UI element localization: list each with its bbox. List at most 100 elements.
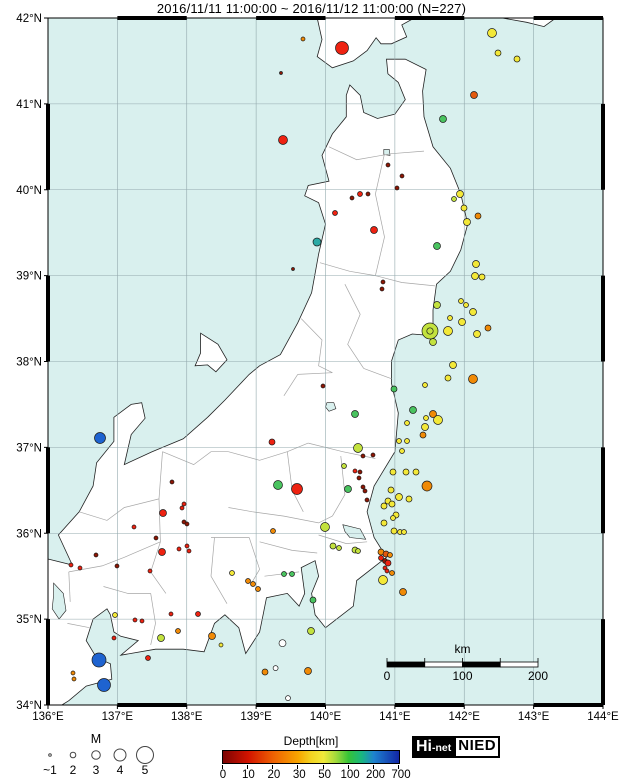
quake-marker	[451, 196, 457, 202]
prefecture-border	[363, 368, 392, 380]
seismicity-map: 136°E 137°E 138°E 139°E 140°E 141°E 142°E 143°E…	[16, 13, 619, 723]
quake-marker	[186, 548, 192, 554]
quake-marker	[444, 374, 452, 382]
prefecture-border	[162, 451, 229, 465]
quake-marker	[70, 670, 76, 676]
quake-marker	[68, 562, 74, 568]
magnitude-legend: M ~1 2 3 4 5	[36, 732, 168, 778]
lon-tick-label: 143°E	[518, 711, 550, 723]
hinet-logo-hi: Hi	[416, 738, 432, 755]
quake-marker	[433, 242, 441, 250]
quake-marker	[463, 218, 471, 226]
depth-tick	[372, 765, 374, 769]
magnitude-symbol	[69, 751, 77, 759]
quake-marker	[131, 524, 137, 530]
quake-marker	[273, 480, 283, 490]
magnitude-symbol-label: 3	[93, 763, 100, 777]
quake-marker	[159, 509, 167, 517]
quake-marker	[401, 529, 407, 535]
prefecture-border	[210, 537, 228, 604]
quake-marker	[474, 212, 482, 220]
quake-marker	[460, 204, 468, 212]
depth-tick	[398, 765, 399, 769]
quake-marker	[147, 568, 153, 574]
quake-marker	[412, 468, 420, 476]
depth-tick	[272, 765, 274, 769]
quake-marker	[336, 545, 342, 551]
magnitude-symbol-label: 5	[142, 763, 149, 777]
quake-marker	[181, 501, 187, 507]
quake-marker	[429, 410, 437, 418]
coastline-sado	[194, 332, 228, 373]
quake-marker	[468, 374, 478, 384]
quake-marker	[153, 535, 159, 541]
lat-tick-label: 41°N	[16, 99, 42, 111]
quake-marker	[132, 617, 138, 623]
magnitude-symbol-label: 4	[117, 763, 124, 777]
quake-marker	[114, 563, 120, 569]
scalebar-tick-label: 100	[452, 669, 472, 683]
depth-tick-label: 0	[219, 769, 227, 781]
quake-marker	[396, 438, 402, 444]
quake-marker	[270, 528, 276, 534]
quake-marker	[385, 162, 391, 168]
depth-tick-label: 200	[366, 769, 386, 781]
quake-marker	[384, 568, 390, 574]
quake-marker	[356, 475, 362, 481]
quake-marker	[139, 618, 145, 624]
quake-marker	[469, 308, 477, 316]
prefecture-border	[332, 455, 346, 517]
quake-marker	[388, 500, 396, 508]
quake-marker	[329, 542, 337, 550]
prefecture-border	[67, 623, 90, 629]
quake-marker	[463, 302, 469, 308]
depth-tick	[347, 765, 349, 769]
depth-tick	[247, 765, 249, 769]
quake-marker	[168, 611, 174, 617]
quake-marker	[387, 552, 393, 558]
coastline-hokkaido_sw	[316, 17, 415, 69]
quake-marker	[184, 543, 190, 549]
quake-marker	[353, 443, 363, 453]
quake-marker	[175, 628, 181, 634]
quake-marker	[352, 468, 358, 474]
map-title: 2016/11/11 11:00:00 ~ 2016/11/12 11:00:0…	[156, 1, 467, 16]
lon-tick-label: 139°E	[240, 711, 272, 723]
scalebar-tick-label: 200	[528, 669, 548, 683]
quake-marker	[443, 326, 453, 336]
prefecture-border	[68, 571, 71, 602]
quake-marker	[484, 324, 492, 332]
prefecture-border	[79, 498, 160, 521]
quake-marker	[421, 480, 433, 492]
quake-marker	[399, 588, 407, 596]
quake-marker	[278, 135, 288, 145]
quake-marker-ring-inner	[426, 327, 434, 335]
quake-marker	[309, 596, 317, 604]
scalebar-segment	[499, 661, 539, 668]
quake-marker	[404, 438, 410, 444]
quake-marker	[487, 28, 497, 38]
scalebar-segment	[386, 661, 426, 668]
prefecture-border	[283, 374, 298, 396]
quake-marker	[429, 338, 437, 346]
quake-marker	[320, 522, 330, 532]
quake-marker	[513, 55, 521, 63]
quake-marker	[470, 91, 478, 99]
quake-marker	[390, 385, 398, 393]
depth-legend: Depth[km] 0 10 20 30 50 100 200 700	[220, 734, 411, 781]
lat-tick-label: 37°N	[16, 442, 42, 454]
quake-marker	[394, 185, 400, 191]
quake-marker	[370, 452, 376, 458]
magnitude-symbol-label: ~1	[43, 763, 57, 777]
quake-marker	[304, 667, 312, 675]
quake-marker	[93, 552, 99, 558]
quake-marker	[97, 678, 111, 692]
quake-marker	[184, 521, 190, 527]
quake-marker	[447, 315, 453, 321]
depth-tick-label: 700	[391, 769, 411, 781]
prefecture-border	[344, 284, 364, 369]
prefecture-border	[375, 275, 436, 287]
lon-tick-label: 141°E	[379, 711, 411, 723]
quake-marker	[389, 468, 397, 476]
quake-marker	[341, 463, 347, 469]
